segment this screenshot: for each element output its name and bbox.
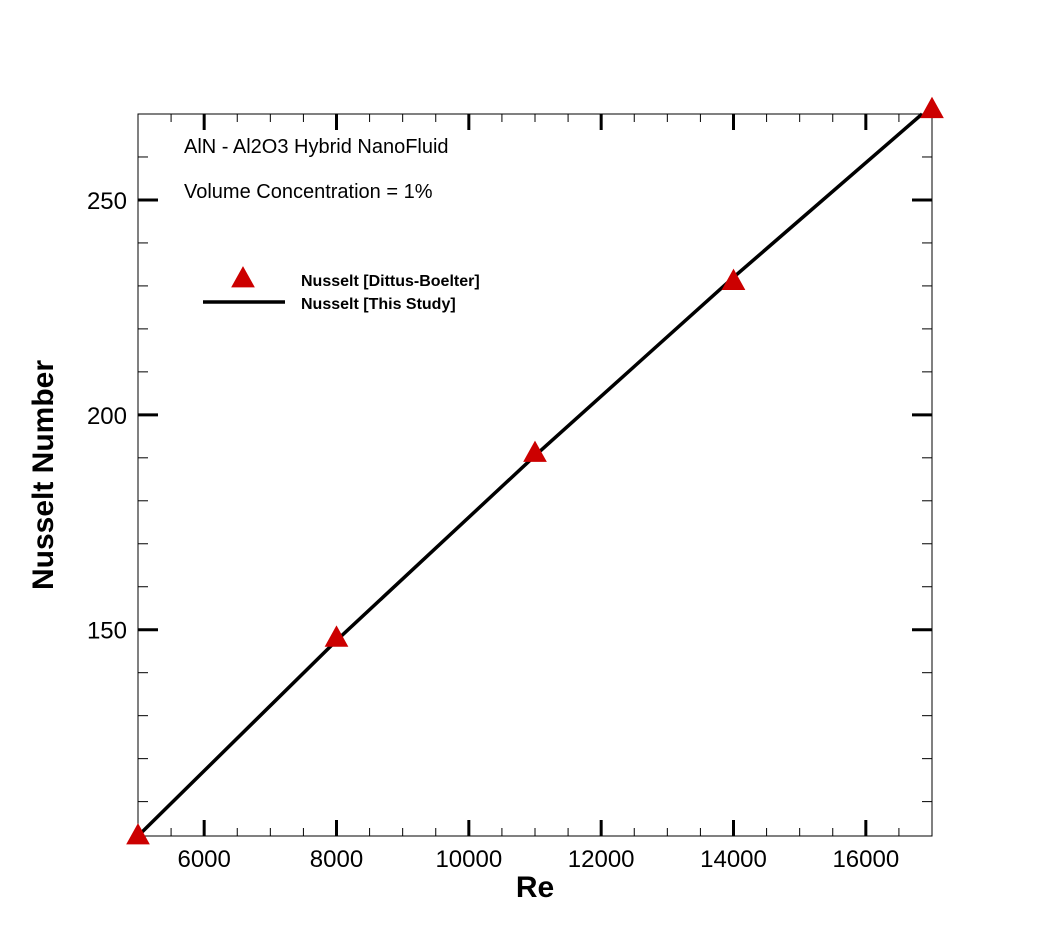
series-line-this-study xyxy=(136,112,924,838)
data-point-dittus-boelter xyxy=(523,440,547,462)
legend-label-this-study: Nusselt [This Study] xyxy=(301,296,456,313)
text-layer: AlN - Al2O3 Hybrid NanoFluid Volume Conc… xyxy=(27,136,554,904)
data-point-dittus-boelter xyxy=(324,625,349,647)
y-tick-label: 150 xyxy=(87,618,127,645)
annotation-concentration: Volume Concentration = 1% xyxy=(184,181,433,203)
data-point-dittus-boelter xyxy=(721,268,746,290)
x-tick-label: 12000 xyxy=(568,846,635,873)
axis-ticks-layer: 6000 8000 10000 12000 14000 16000 150 200 250 xyxy=(87,114,932,873)
annotation-fluid: AlN - Al2O3 Hybrid NanoFluid xyxy=(184,136,449,158)
data-point-dittus-boelter xyxy=(920,96,944,119)
x-tick-label: 6000 xyxy=(177,846,230,873)
x-axis-title: Re xyxy=(516,871,554,904)
y-tick-label: 200 xyxy=(87,403,127,430)
legend-label-dittus-boelter: Nusselt [Dittus-Boelter] xyxy=(301,273,480,290)
y-tick-label: 250 xyxy=(87,188,127,215)
x-tick-label: 8000 xyxy=(310,846,363,873)
plot-frame-layer xyxy=(137,113,933,837)
x-tick-label: 14000 xyxy=(700,846,767,873)
x-tick-label: 16000 xyxy=(832,846,899,873)
data-point-dittus-boelter xyxy=(126,823,150,845)
y-axis-title: Nusselt Number xyxy=(27,360,60,590)
series-layer xyxy=(126,96,944,845)
x-tick-label: 10000 xyxy=(435,846,502,873)
legend-marker-dittus-boelter xyxy=(231,266,255,288)
plot-area-frame xyxy=(137,113,933,837)
